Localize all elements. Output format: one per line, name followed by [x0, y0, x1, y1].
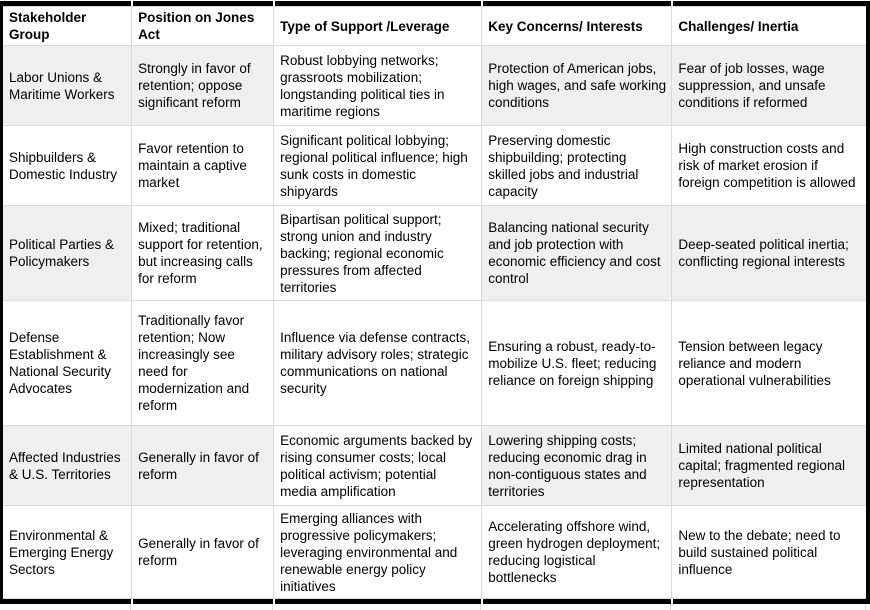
table-cell[interactable]: New to the debate; need to build sustain…: [671, 505, 869, 599]
table-cell[interactable]: Ensuring a robust, ready-to-mobilize U.S…: [481, 300, 673, 426]
border-segment: [0, 599, 131, 604]
table-cell[interactable]: Significant political lobbying; regional…: [273, 125, 483, 206]
border-segment: [483, 1, 671, 6]
table-cell[interactable]: Protection of American jobs, high wages,…: [481, 45, 673, 126]
column-header[interactable]: Stakeholder Group: [0, 6, 133, 46]
border-segment: [673, 1, 870, 6]
table-cell[interactable]: Generally in favor of reform: [131, 425, 275, 506]
grid-line: [130, 604, 131, 610]
table-cell[interactable]: Traditionally favor retention; Now incre…: [131, 300, 275, 426]
border-segment: [275, 599, 481, 604]
table-cell[interactable]: Preserving domestic shipbuilding; protec…: [481, 125, 673, 206]
table-cell[interactable]: Fear of job losses, wage suppression, an…: [671, 45, 869, 126]
table-cell[interactable]: Generally in favor of reform: [131, 505, 275, 599]
table-cell[interactable]: Affected Industries & U.S. Territories: [0, 425, 133, 506]
header-row: Stakeholder Group Position on Jones Act Ty…: [0, 6, 869, 46]
table-cell[interactable]: Balancing national security and job prot…: [481, 205, 673, 301]
table-cell[interactable]: Shipbuilders & Domestic Industry: [0, 125, 133, 206]
table-cell[interactable]: Accelerating offshore wind, green hydrog…: [481, 505, 673, 599]
column-header[interactable]: Type of Support /Leverage: [273, 6, 483, 46]
border-segment: [133, 599, 273, 604]
column-header[interactable]: Challenges/ Inertia: [671, 6, 869, 46]
table-cell[interactable]: Environmental & Emerging Energy Sectors: [0, 505, 133, 599]
table-cell[interactable]: Limited national political capital; frag…: [671, 425, 869, 506]
border-segment: [133, 1, 273, 6]
table-cell[interactable]: High construction costs and risk of mark…: [671, 125, 869, 206]
table-cell[interactable]: Mixed; traditional support for retention…: [131, 205, 275, 301]
table-cell[interactable]: Defense Establishment & National Securit…: [0, 300, 133, 426]
table-cell[interactable]: Tension between legacy reliance and mode…: [671, 300, 869, 426]
table-cell[interactable]: Lowering shipping costs; reducing econom…: [481, 425, 673, 506]
border-segment: [673, 599, 870, 604]
jones-act-stakeholder-table: Stakeholder Group Position on Jones Act Ty…: [0, 6, 870, 599]
grid-line: [865, 604, 866, 610]
table-top-border: [0, 1, 870, 6]
border-segment: [483, 599, 671, 604]
border-segment: [0, 1, 131, 6]
table-cell[interactable]: Influence via defense contracts, militar…: [273, 300, 483, 426]
table-bottom-border: [0, 599, 870, 604]
table-cell[interactable]: Strongly in favor of retention; oppose s…: [131, 45, 275, 126]
table-row: Environmental & Emerging Energy Sectors G…: [0, 505, 869, 599]
table-row: Labor Unions & Maritime Workers Strongly …: [0, 45, 869, 126]
table-cell[interactable]: Political Parties & Policymakers: [0, 205, 133, 301]
table-cell[interactable]: Labor Unions & Maritime Workers: [0, 45, 133, 126]
clipped-next-row-strip: [0, 604, 870, 610]
table-row: Political Parties & Policymakers Mixed; t…: [0, 205, 869, 301]
table-cell[interactable]: Deep-seated political inertia; conflicti…: [671, 205, 869, 301]
grid-line: [670, 604, 671, 610]
table-row: Affected Industries & U.S. Territories Ge…: [0, 425, 869, 506]
table-cell[interactable]: Favor retention to maintain a captive ma…: [131, 125, 275, 206]
grid-line: [480, 604, 481, 610]
table-body: Labor Unions & Maritime Workers Strongly …: [0, 45, 869, 599]
column-header[interactable]: Position on Jones Act: [131, 6, 275, 46]
table-cell[interactable]: Bipartisan political support; strong uni…: [273, 205, 483, 301]
table-row: Defense Establishment & National Securit…: [0, 300, 869, 426]
table-cell[interactable]: Economic arguments backed by rising cons…: [273, 425, 483, 506]
column-header[interactable]: Key Concerns/ Interests: [481, 6, 673, 46]
table-cell[interactable]: Robust lobbying networks; grassroots mob…: [273, 45, 483, 126]
grid-line: [272, 604, 273, 610]
table-cell[interactable]: Emerging alliances with progressive poli…: [273, 505, 483, 599]
table-row: Shipbuilders & Domestic Industry Favor re…: [0, 125, 869, 206]
border-segment: [275, 1, 481, 6]
